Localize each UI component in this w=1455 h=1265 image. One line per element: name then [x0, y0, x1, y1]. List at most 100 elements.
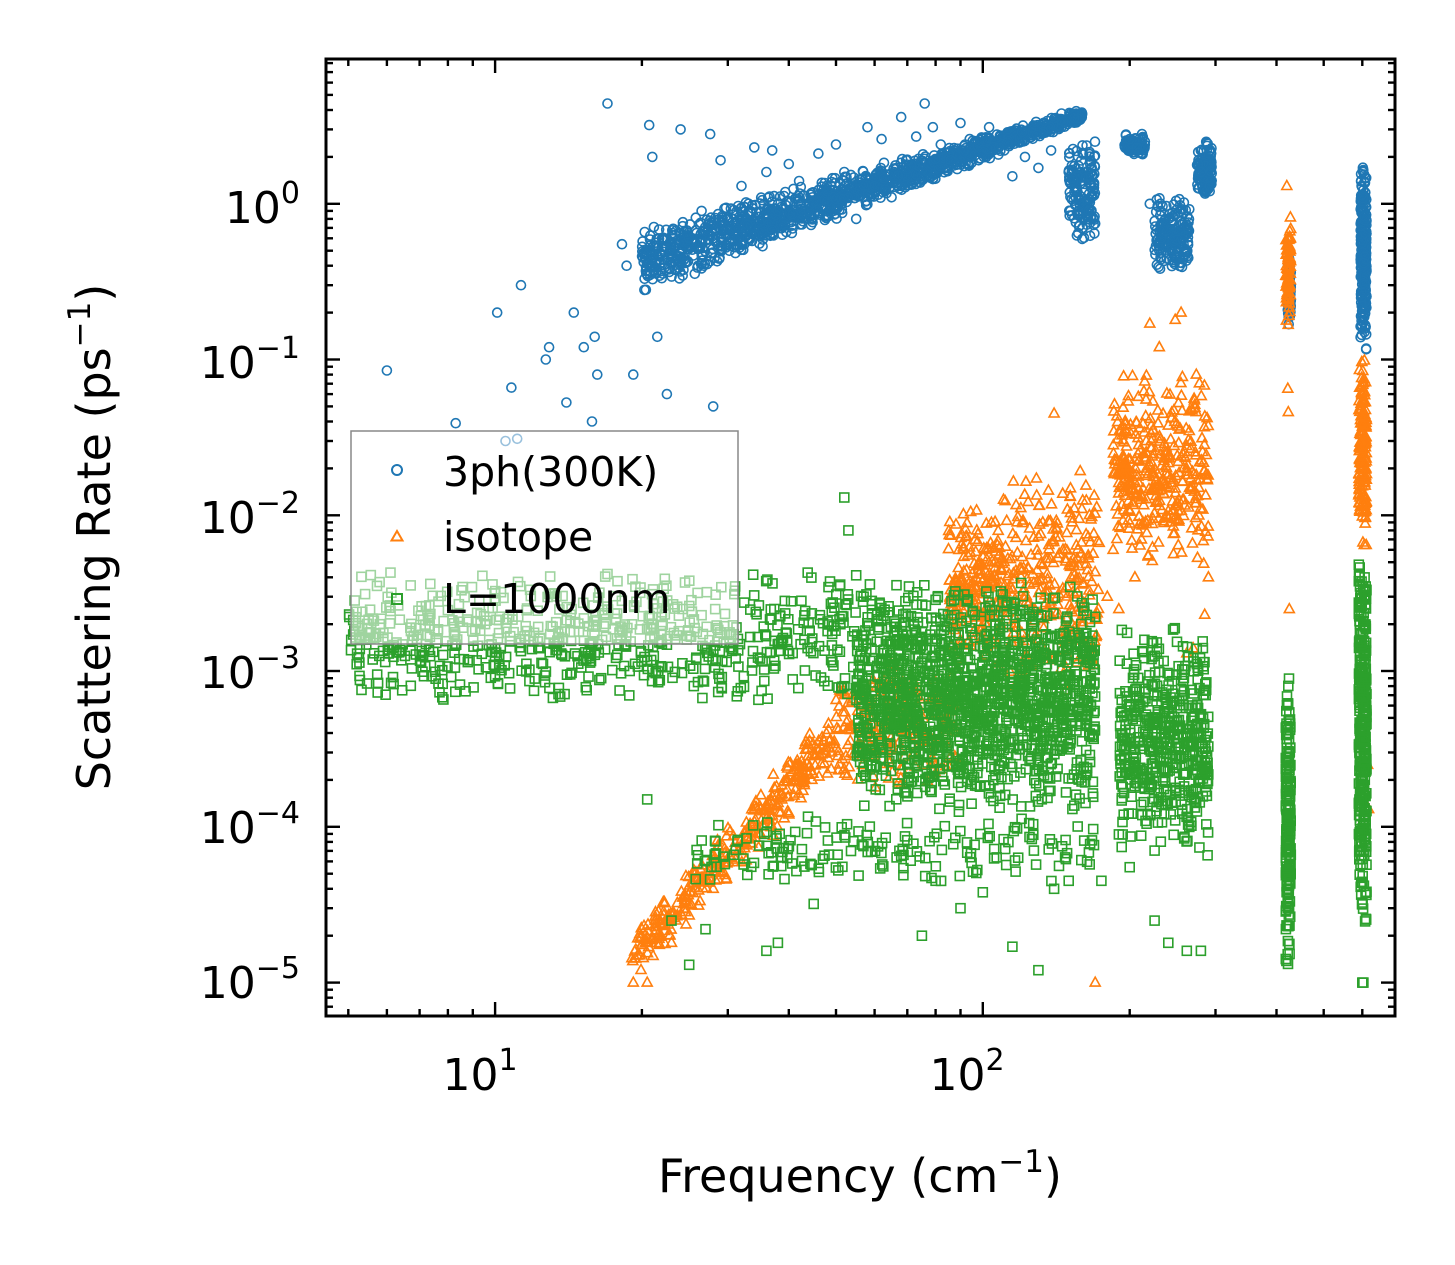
phonon-3ph-point: [787, 208, 799, 220]
phonon-3ph-point: [862, 198, 873, 210]
phonon-3ph-point: [1044, 121, 1056, 132]
phonon-3ph-point: [764, 191, 775, 202]
phonon-3ph-point: [658, 259, 670, 271]
phonon-3ph-point: [1036, 128, 1047, 140]
phonon-3ph-point: [952, 149, 964, 160]
phonon-3ph-point: [736, 236, 747, 247]
phonon-3ph-point: [757, 241, 768, 252]
phonon-3ph-point: [955, 159, 967, 170]
phonon-3ph-point: [637, 236, 648, 247]
phonon-3ph-point: [774, 191, 786, 202]
phonon-3ph-point: [1031, 129, 1043, 140]
phonon-3ph-point: [674, 273, 685, 284]
phonon-3ph-point: [831, 202, 843, 213]
phonon-3ph-point: [699, 245, 711, 257]
phonon-3ph-point: [929, 153, 941, 165]
phonon-3ph-point: [820, 209, 832, 221]
phonon-3ph-point: [879, 184, 891, 195]
phonon-3ph-point: [636, 241, 648, 253]
phonon-3ph-point: [666, 271, 677, 282]
phonon-3ph-point: [914, 177, 926, 188]
phonon-3ph-point: [692, 260, 704, 272]
phonon-3ph-point: [917, 174, 929, 185]
phonon-3ph-point: [892, 170, 904, 181]
phonon-3ph-point: [688, 250, 699, 261]
phonon-3ph-point: [677, 270, 689, 281]
phonon-3ph-point: [710, 237, 722, 248]
phonon-3ph-point: [945, 155, 956, 166]
phonon-3ph-point: [1014, 132, 1025, 143]
phonon-3ph-point: [754, 198, 766, 209]
phonon-3ph-point: [639, 226, 651, 238]
phonon-3ph-point: [695, 236, 707, 248]
phonon-3ph-point: [922, 166, 933, 177]
phonon-3ph-point: [713, 253, 725, 265]
phonon-3ph-point: [724, 245, 735, 257]
phonon-3ph-point: [657, 244, 669, 255]
phonon-3ph-point: [646, 253, 657, 265]
phonon-3ph-point: [744, 207, 756, 218]
phonon-3ph-point: [640, 265, 652, 277]
phonon-3ph-point: [730, 222, 741, 234]
phonon-3ph-point: [725, 203, 737, 214]
phonon-3ph-point: [1038, 126, 1049, 138]
phonon-3ph-point: [893, 183, 905, 194]
phonon-3ph-point: [706, 216, 718, 228]
phonon-3ph-point: [838, 193, 850, 204]
phonon-3ph-point: [862, 188, 874, 199]
phonon-3ph-point: [644, 230, 656, 241]
phonon-3ph-point: [857, 179, 869, 191]
phonon-3ph-point: [746, 200, 758, 211]
phonon-3ph-point: [765, 204, 777, 216]
phonon-3ph-point: [842, 192, 854, 204]
phonon-3ph-point: [910, 168, 922, 180]
data-marks: [343, 98, 1375, 988]
phonon-3ph-point: [1016, 126, 1028, 138]
phonon-3ph-point: [987, 141, 999, 153]
phonon-3ph-point: [1056, 114, 1068, 126]
phonon-3ph-point: [1072, 113, 1083, 124]
phonon-3ph-point: [711, 225, 722, 237]
phonon-3ph-point: [705, 248, 717, 259]
phonon-3ph-point: [997, 138, 1008, 150]
phonon-3ph-point: [669, 242, 681, 254]
phonon-3ph-point: [849, 192, 860, 204]
phonon-3ph-point: [860, 199, 872, 211]
phonon-3ph-point: [664, 243, 676, 254]
phonon-3ph-point: [643, 244, 654, 255]
phonon-3ph-point: [839, 171, 851, 183]
phonon-3ph-point: [772, 198, 784, 209]
phonon-3ph-point: [682, 237, 694, 249]
phonon-3ph-point: [998, 145, 1010, 156]
phonon-3ph-point: [952, 143, 963, 154]
phonon-3ph-point: [780, 226, 792, 238]
phonon-3ph-point: [876, 171, 887, 182]
phonon-3ph-point: [1068, 112, 1080, 124]
phonon-3ph-point: [724, 237, 735, 248]
phonon-3ph-point: [900, 170, 912, 182]
phonon-3ph-point: [792, 190, 804, 202]
phonon-3ph-point: [678, 264, 689, 276]
phonon-3ph-point: [681, 226, 692, 238]
phonon-3ph-point: [639, 284, 650, 296]
phonon-3ph-point: [786, 227, 798, 239]
phonon-3ph-point: [648, 221, 660, 233]
phonon-3ph-point: [690, 238, 702, 249]
phonon-3ph-point: [1058, 116, 1069, 127]
phonon-3ph-point: [857, 173, 868, 185]
phonon-3ph-point: [847, 179, 859, 190]
phonon-3ph-point: [679, 257, 691, 269]
phonon-3ph-point: [878, 172, 890, 184]
phonon-3ph-point: [1028, 123, 1039, 135]
phonon-3ph-point: [763, 219, 774, 230]
phonon-3ph-point: [666, 237, 677, 248]
phonon-3ph-point: [980, 136, 992, 148]
phonon-3ph-point: [1003, 135, 1014, 147]
phonon-3ph-point: [982, 143, 993, 155]
phonon-3ph-point: [889, 175, 901, 187]
phonon-3ph-point: [933, 153, 944, 165]
phonon-3ph-point: [766, 224, 778, 236]
phonon-3ph-point: [729, 236, 741, 247]
phonon-3ph-point: [972, 140, 984, 152]
